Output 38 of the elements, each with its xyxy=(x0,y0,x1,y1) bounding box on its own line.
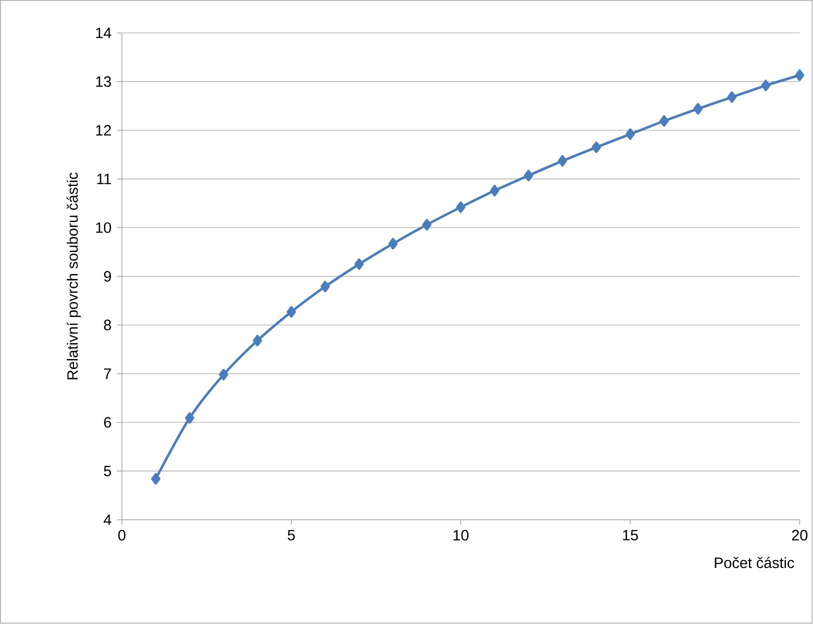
x-tick-label: 10 xyxy=(454,530,469,541)
point xyxy=(524,170,534,182)
point xyxy=(151,473,160,485)
y-tick-label: 9 xyxy=(104,271,111,282)
y-tick-label: 7 xyxy=(104,368,111,380)
point xyxy=(185,412,194,424)
point xyxy=(422,219,432,231)
point xyxy=(592,142,601,154)
y-tick-label: 6 xyxy=(104,417,112,428)
point xyxy=(626,128,635,140)
y-tick-label: 5 xyxy=(104,466,112,476)
y-tick-label: 11 xyxy=(97,174,111,184)
point xyxy=(490,185,500,197)
point xyxy=(218,369,228,381)
y-axis-title: Relativní povrch souboru částic xyxy=(66,172,81,380)
x-tick-label: 15 xyxy=(623,530,638,541)
point xyxy=(693,103,703,115)
y-tick-label: 4 xyxy=(104,514,112,526)
point xyxy=(388,238,398,250)
y-tick-label: 12 xyxy=(96,125,111,136)
y-tick-label: 13 xyxy=(96,76,112,88)
y-tick-label: 14 xyxy=(96,28,112,38)
x-axis-title: Počet částic xyxy=(714,557,794,568)
point xyxy=(727,92,737,104)
point xyxy=(320,280,330,292)
point xyxy=(456,202,466,214)
point xyxy=(286,306,296,318)
y-tick-label: 10 xyxy=(96,222,112,234)
x-tick-label: 20 xyxy=(792,530,808,541)
y-tick-label: 8 xyxy=(104,320,112,330)
point xyxy=(558,155,568,167)
point xyxy=(252,335,262,347)
x-tick-label: 5 xyxy=(288,530,295,541)
point xyxy=(659,115,669,127)
point xyxy=(354,258,364,270)
point xyxy=(761,80,770,92)
x-tick-label: 0 xyxy=(118,530,126,541)
point xyxy=(795,70,804,82)
